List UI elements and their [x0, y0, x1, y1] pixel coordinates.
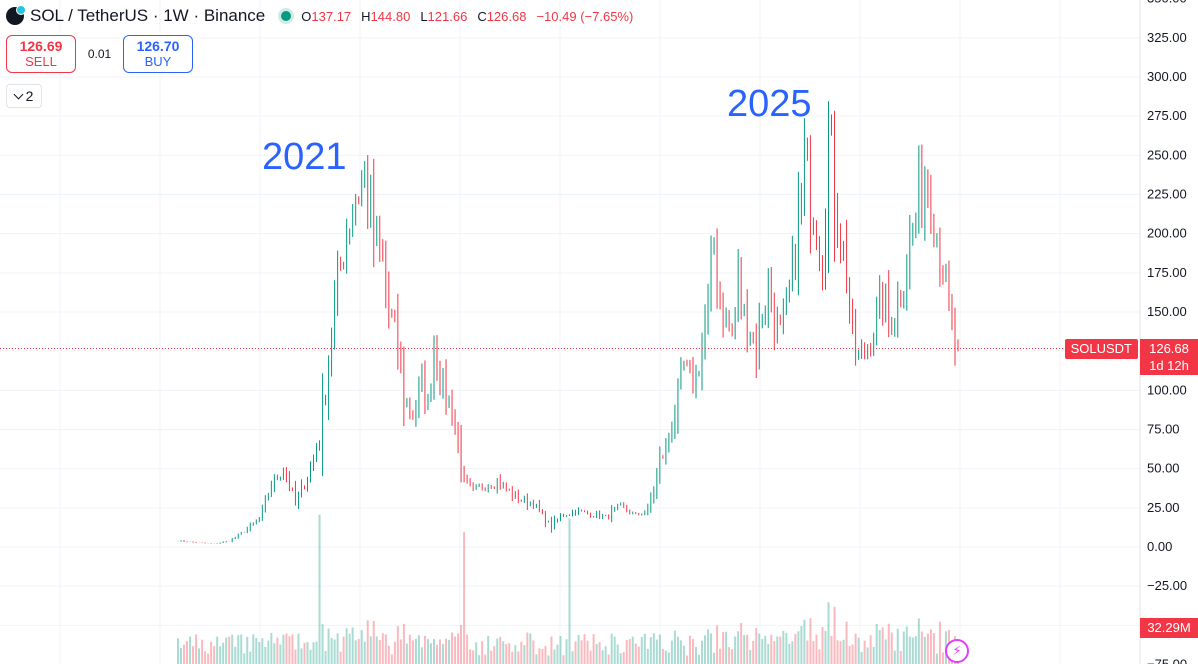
buy-button[interactable]: 126.70 BUY: [123, 35, 193, 73]
price-tick-label: 350.00: [1147, 0, 1187, 6]
price-tick-label: 250.00: [1147, 147, 1187, 162]
price-tick-label: 75.00: [1147, 422, 1180, 437]
volume-value-tag: 32.29M: [1140, 618, 1198, 638]
symbol-price-tag: SOLUSDT: [1064, 339, 1138, 359]
market-status-icon[interactable]: [281, 11, 292, 21]
price-tick-label: 0.00: [1147, 539, 1172, 554]
price-tick-label: 150.00: [1147, 304, 1187, 319]
price-tick-label: 50.00: [1147, 461, 1180, 476]
buy-price: 126.70: [136, 38, 180, 54]
open-key: O: [301, 8, 312, 24]
indicators-toggle-button[interactable]: 2: [6, 84, 42, 108]
chart-grid: [0, 0, 1141, 664]
close-value: 126.68: [486, 8, 527, 24]
indicators-count: 2: [25, 88, 34, 104]
price-tick-label: −75.00: [1147, 657, 1187, 664]
change-value: −10.49 (−7.65%): [536, 8, 634, 24]
sell-button[interactable]: 126.69 SELL: [6, 35, 76, 73]
annotation-2021[interactable]: 2021: [262, 136, 347, 178]
low-value: 121.66: [427, 8, 468, 24]
symbol-header: SOL / TetherUS · 1W · Binance O137.17 H1…: [6, 4, 633, 28]
last-price-box: 126.68 1d 12h: [1140, 339, 1198, 375]
price-tick-label: 25.00: [1147, 500, 1180, 515]
price-tick-label: 200.00: [1147, 226, 1187, 241]
price-tick-label: 275.00: [1147, 108, 1187, 123]
ohlc-legend: O137.17 H144.80 L121.66 C126.68 −10.49 (…: [301, 9, 633, 24]
last-price-value: 126.68: [1149, 341, 1189, 356]
high-value: 144.80: [370, 8, 411, 24]
high-key: H: [361, 8, 371, 24]
spread-value: 0.01: [87, 47, 112, 61]
trade-panel: 126.69 SELL 0.01 126.70 BUY: [6, 35, 193, 73]
volume-bars: [177, 514, 959, 664]
chevron-down-icon: [13, 89, 24, 99]
low-key: L: [420, 8, 428, 24]
buy-label: BUY: [144, 54, 172, 69]
price-tick-label: 325.00: [1147, 30, 1187, 45]
lightning-icon[interactable]: ⚡: [945, 639, 969, 663]
bar-countdown: 1d 12h: [1149, 358, 1189, 373]
sol-logo-icon: [6, 5, 26, 25]
close-key: C: [477, 8, 487, 24]
price-tick-label: 175.00: [1147, 265, 1187, 280]
open-value: 137.17: [311, 8, 352, 24]
price-axis: 350.00 325.00 300.00 275.00 250.00 225.00 200.…: [1147, 0, 1187, 664]
sell-label: SELL: [25, 54, 57, 69]
symbol-title[interactable]: SOL / TetherUS · 1W · Binance: [30, 6, 266, 25]
annotation-2025[interactable]: 2025: [727, 83, 812, 125]
price-tick-label: 300.00: [1147, 69, 1187, 84]
price-tick-label: −25.00: [1147, 578, 1187, 593]
price-tick-label: 100.00: [1147, 382, 1187, 397]
sell-price: 126.69: [19, 38, 63, 54]
candlesticks: [177, 101, 959, 544]
price-tick-label: 225.00: [1147, 187, 1187, 202]
